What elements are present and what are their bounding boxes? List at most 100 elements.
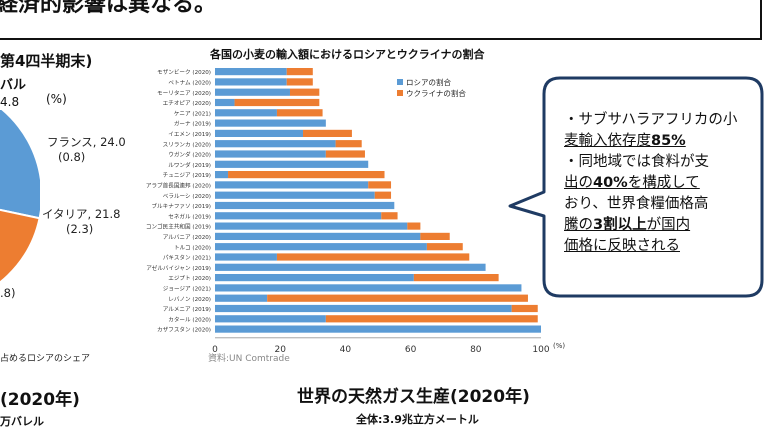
category-label: カタール (2020) xyxy=(168,315,211,323)
bar-ukraine xyxy=(234,98,320,107)
x-tick-label: 80 xyxy=(470,345,482,355)
bar-russia xyxy=(215,160,369,168)
category-label: ガーナ (2019) xyxy=(174,120,211,128)
category-label: パキスタン (2021) xyxy=(163,254,211,262)
category-label: ジョージア (2021) xyxy=(163,286,211,293)
bar-russia xyxy=(215,98,235,107)
pie-chart-partial xyxy=(0,110,40,284)
callout-bubble xyxy=(508,76,764,298)
category-label: モザンビーク (2020) xyxy=(157,68,211,76)
pie-label-france: フランス, 24.0 xyxy=(47,135,126,149)
bar-ukraine xyxy=(267,294,528,302)
pie-label-other: .8) xyxy=(0,286,16,300)
bar-russia xyxy=(215,304,512,313)
pie-footer-note: 占めるロシアのシェア xyxy=(0,354,91,364)
bar-ukraine xyxy=(286,78,313,86)
bar-russia xyxy=(215,191,375,199)
title-banner: 経済的影響は異なる。 xyxy=(0,0,762,40)
pie-percent-label: (%) xyxy=(46,92,67,106)
category-label: ベラルーシ (2020) xyxy=(163,193,211,200)
bar-russia xyxy=(215,109,277,117)
bar-ukraine xyxy=(407,222,421,230)
bar-russia xyxy=(215,129,304,137)
pie-unit: バル xyxy=(0,78,27,93)
category-label: レバノン (2020) xyxy=(168,296,211,303)
bar-russia xyxy=(215,263,486,271)
bar-russia xyxy=(215,253,277,261)
bar-ukraine xyxy=(325,150,365,158)
category-label: トルコ (2020) xyxy=(174,244,211,251)
callout-highlight: 40% xyxy=(593,175,628,191)
wheat-import-chart: 各国の小麦の輸入額におけるロシアとウクライナの割合 モザンビーク (2020) ベ… xyxy=(146,47,566,364)
bar-ukraine xyxy=(426,243,463,251)
legend-swatch xyxy=(397,79,403,85)
bar-russia xyxy=(215,68,287,76)
bar-ukraine xyxy=(303,129,352,137)
pie-title: 第4四半期末) xyxy=(0,52,93,70)
bar-russia xyxy=(215,201,395,210)
x-axis-unit: (%) xyxy=(553,342,565,350)
category-label: ケニア (2021) xyxy=(174,110,211,117)
category-label: セネガル (2019) xyxy=(168,212,211,220)
category-label: エチオピア (2020) xyxy=(163,100,211,107)
category-label: アルバニア (2020) xyxy=(163,234,211,241)
bar-russia xyxy=(215,243,427,251)
chart-source: 資料:UN Comtrade xyxy=(208,352,290,364)
pie-value-partial: 4.8 xyxy=(0,95,20,109)
bar-ukraine xyxy=(374,191,392,199)
gas-section-total: 全体:3.9兆立方メートル xyxy=(356,413,479,426)
legend-label: ロシアの割合 xyxy=(406,77,451,87)
bar-russia xyxy=(215,325,541,333)
x-tick-label: 20 xyxy=(274,345,286,355)
category-label: チュニジア (2019) xyxy=(163,172,211,179)
callout-text: ・サブサハラアフリカの小 麦輸入依存度85% ・同地域では食料が支 出の40%を… xyxy=(564,110,742,257)
bar-ukraine xyxy=(413,274,499,282)
category-label: ウガンダ (2020) xyxy=(168,151,211,159)
pie-share-france: (0.8) xyxy=(58,150,86,164)
bar-russia xyxy=(215,119,326,127)
category-label: アゼルバイジャン (2019) xyxy=(146,264,211,272)
page-title: 経済的影響は異なる。 xyxy=(0,0,217,17)
oil-section-title: (2020年) xyxy=(0,390,80,410)
category-label: ベトナム (2020) xyxy=(168,80,211,87)
bar-russia xyxy=(215,222,408,230)
callout-line: ・同地域では食料が支 xyxy=(564,154,709,170)
bar-russia xyxy=(215,294,268,302)
bar-ukraine xyxy=(325,315,538,323)
x-tick-label: 40 xyxy=(340,345,352,355)
bar-ukraine xyxy=(420,232,450,240)
oil-section-unit: 万バレル xyxy=(0,415,44,428)
category-label: ブルキナファソ (2019) xyxy=(151,202,211,210)
bar-ukraine xyxy=(368,181,392,189)
bar-ukraine xyxy=(335,140,362,148)
x-tick-label: 100 xyxy=(532,345,549,355)
bar-russia xyxy=(215,181,369,189)
bar-russia xyxy=(215,284,522,292)
callout-highlight: 3割以上 xyxy=(593,217,647,233)
callout-line: 出の40%を構成して xyxy=(564,175,700,191)
legend-swatch xyxy=(397,90,403,96)
bar-russia xyxy=(215,274,414,282)
category-label: エジプト (2020) xyxy=(168,275,211,282)
category-label: モーリタニア (2020) xyxy=(157,89,211,97)
pie-label-italy: イタリア, 21.8 xyxy=(42,207,121,221)
gas-section-title: 世界の天然ガス生産(2020年) xyxy=(297,387,530,407)
bar-ukraine xyxy=(276,253,470,261)
bar-ukraine xyxy=(381,212,398,220)
pie-slice-blue xyxy=(0,110,40,220)
bar-ukraine xyxy=(228,171,385,179)
chart-title: 各国の小麦の輸入額におけるロシアとウクライナの割合 xyxy=(209,47,486,61)
category-label: スリランカ (2020) xyxy=(163,141,211,148)
bar-russia xyxy=(215,171,229,179)
legend-label: ウクライナの割合 xyxy=(406,88,466,98)
category-label: コンゴ民主共和国 (2019) xyxy=(146,223,211,231)
callout-line: ・サブサハラアフリカの小 xyxy=(564,112,738,128)
callout-line: 麦輸入依存度85% xyxy=(564,133,686,149)
bar-russia xyxy=(215,88,290,96)
bar-ukraine xyxy=(286,68,313,76)
category-label: イエメン (2019) xyxy=(168,131,211,138)
category-label: カザフスタン (2020) xyxy=(157,326,211,334)
x-tick-label: 0 xyxy=(212,345,218,355)
bar-russia xyxy=(215,78,287,86)
callout-highlight: 85% xyxy=(651,133,686,149)
